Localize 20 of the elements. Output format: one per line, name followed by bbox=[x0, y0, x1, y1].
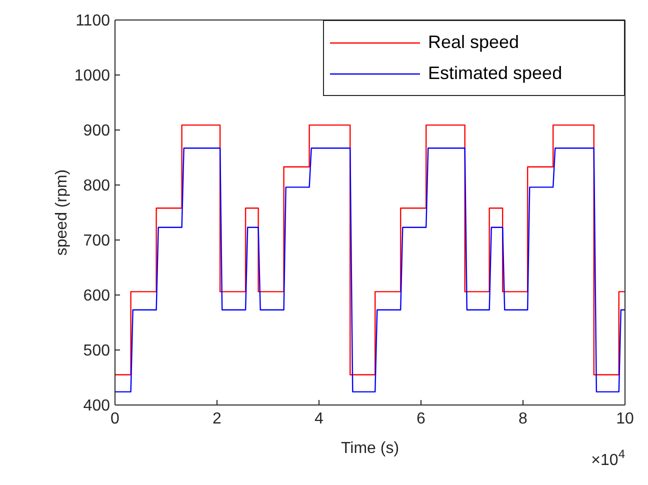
x-tick-label: 6 bbox=[416, 410, 426, 428]
y-tick-label: 800 bbox=[83, 178, 110, 195]
y-tick-label: 900 bbox=[83, 122, 110, 140]
y-tick-label: 400 bbox=[83, 398, 110, 415]
line-series bbox=[115, 148, 625, 392]
x-axis-title: Time (s) bbox=[340, 440, 400, 457]
x-tick-label: 8 bbox=[518, 410, 528, 428]
text: ×10$^{4}$ bbox=[591, 447, 626, 469]
x-tick-label: 4 bbox=[314, 410, 324, 428]
legend-label: Real speed bbox=[428, 32, 520, 53]
y-tick-label: 1100 bbox=[76, 12, 110, 30]
y-tick-label: 500 bbox=[83, 342, 110, 360]
y-tick-label: 700 bbox=[83, 232, 110, 250]
x-tick-label: 2 bbox=[212, 410, 222, 428]
y-axis-title: speed (rpm) bbox=[54, 169, 71, 256]
x-tick-label: 0 bbox=[110, 410, 120, 428]
x-tick-label: 10 bbox=[616, 410, 634, 428]
y-tick-label: 600 bbox=[83, 288, 110, 305]
y-tick-label: 1000 bbox=[74, 68, 110, 85]
legend-label: Estimated speed bbox=[428, 63, 562, 84]
